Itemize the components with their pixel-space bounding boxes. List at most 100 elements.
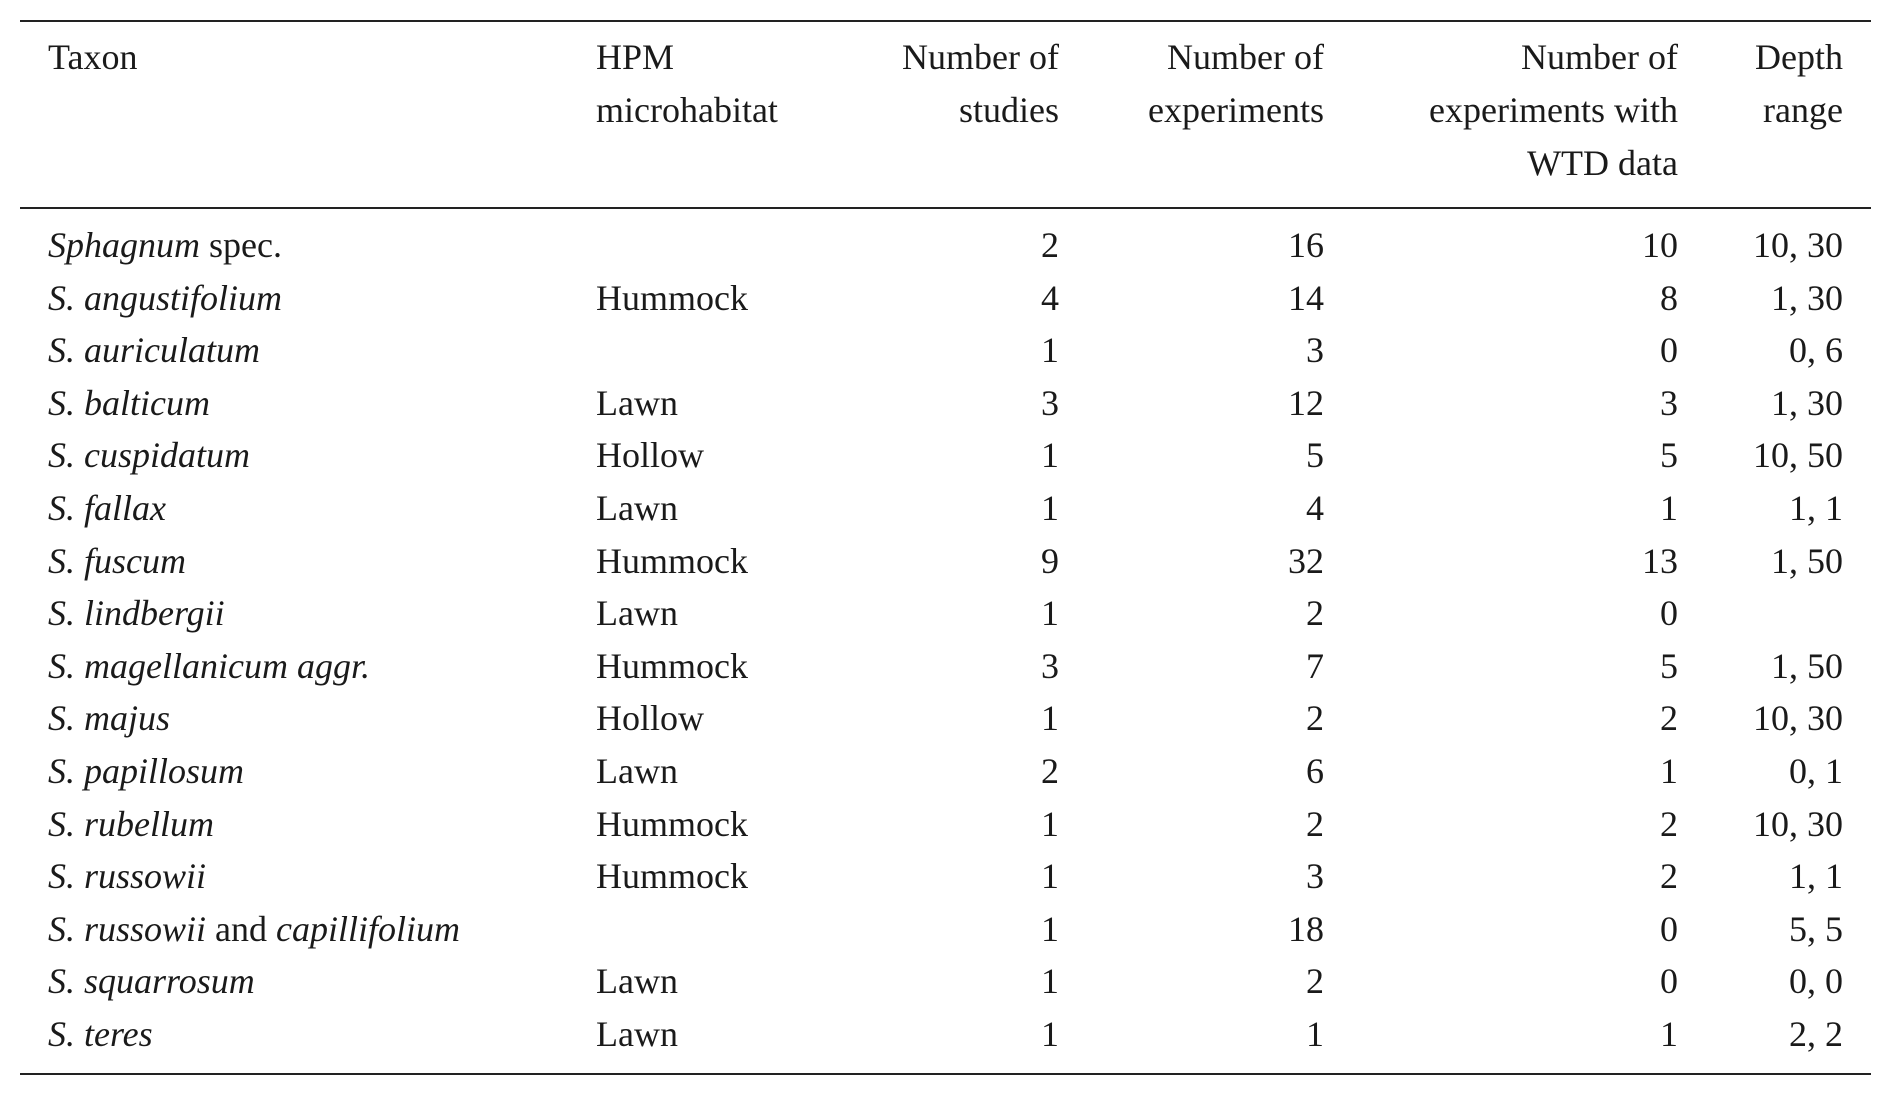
cell-depth: 1, 50 (1771, 645, 1843, 686)
cell-wtd: 2 (1660, 856, 1678, 897)
cell-depth: 0, 1 (1789, 751, 1843, 791)
cell-experiments: 4 (1306, 488, 1324, 528)
header-wtd: experiments with (1429, 90, 1678, 130)
taxon-segment: S. balticum (48, 382, 210, 423)
cell-taxon: S. magellanicum aggr. (48, 640, 370, 693)
cell-depth: 1, 1 (1789, 856, 1843, 897)
header-studies: studies (958, 90, 1059, 130)
cell-wtd: 0 (1660, 961, 1678, 1002)
cell-wtd: 13 (1642, 540, 1678, 581)
taxon-segment: S. fuscum (48, 540, 186, 581)
cell-taxon: S. lindbergii (48, 587, 225, 640)
header-experiments: experiments (1148, 90, 1324, 130)
cell-wtd: 3 (1660, 382, 1678, 423)
taxon-segment: S. papillosum (48, 751, 245, 791)
cell-taxon: S. squarrosum (48, 955, 255, 1008)
cell-experiments: 32 (1288, 540, 1324, 581)
cell-experiments: 14 (1288, 277, 1324, 318)
cell-taxon: S. teres (48, 1008, 153, 1061)
cell-studies: 1 (1041, 488, 1059, 528)
cell-hpm: Hollow (596, 435, 704, 476)
cell-experiments: 7 (1306, 645, 1324, 686)
cell-taxon: S. balticum (48, 377, 210, 430)
taxon-segment: S. rubellum (48, 803, 214, 844)
cell-taxon: S. russowii and capillifolium (48, 903, 460, 956)
cell-depth: 0, 0 (1789, 961, 1843, 1002)
cell-depth: 5, 5 (1789, 908, 1843, 949)
taxon-segment: S. magellanicum aggr. (48, 645, 370, 686)
cell-hpm: Lawn (596, 593, 678, 634)
cell-studies: 4 (1041, 277, 1059, 318)
cell-experiments: 1 (1306, 1014, 1324, 1054)
cell-depth: 0, 6 (1789, 330, 1843, 371)
cell-taxon: S. russowii (48, 850, 206, 903)
header-hpm: microhabitat (596, 90, 778, 130)
cell-wtd: 8 (1660, 277, 1678, 318)
taxon-segment: S. teres (48, 1014, 153, 1054)
cell-depth: 1, 30 (1771, 382, 1843, 423)
header-rule (20, 207, 1871, 209)
cell-experiments: 16 (1288, 225, 1324, 265)
cell-hpm: Hummock (596, 277, 748, 318)
cell-experiments: 2 (1306, 698, 1324, 739)
cell-hpm: Lawn (596, 1014, 678, 1054)
cell-depth: 10, 30 (1753, 698, 1843, 739)
cell-taxon: S. cuspidatum (48, 429, 250, 482)
header-depth: range (1763, 90, 1843, 130)
cell-studies: 3 (1041, 382, 1059, 423)
taxon-segment: S. majus (48, 698, 171, 739)
taxon-segment: and (206, 908, 277, 949)
cell-wtd: 10 (1642, 225, 1678, 265)
cell-experiments: 12 (1288, 382, 1324, 423)
cell-taxon: S. fallax (48, 482, 166, 535)
header-wtd: Number of (1521, 37, 1678, 77)
cell-taxon: Sphagnum spec. (48, 219, 282, 272)
cell-hpm: Lawn (596, 751, 678, 791)
cell-studies: 3 (1041, 645, 1059, 686)
cell-studies: 1 (1041, 593, 1059, 634)
cell-studies: 2 (1041, 225, 1059, 265)
cell-studies: 2 (1041, 751, 1059, 791)
cell-studies: 1 (1041, 330, 1059, 371)
cell-taxon: S. rubellum (48, 798, 214, 851)
taxon-segment: S. russowii (48, 856, 207, 897)
cell-hpm: Hummock (596, 856, 748, 897)
top-rule (20, 20, 1871, 22)
taxon-segment: Sphagnum (48, 225, 200, 265)
cell-studies: 1 (1041, 908, 1059, 949)
cell-experiments: 5 (1306, 435, 1324, 476)
taxon-segment: S. squarrosum (48, 961, 255, 1002)
taxon-segment: capillifolium (276, 908, 461, 949)
cell-hpm: Lawn (596, 961, 678, 1002)
cell-studies: 9 (1041, 540, 1059, 581)
cell-studies: 1 (1041, 698, 1059, 739)
cell-hpm: Lawn (596, 488, 678, 528)
cell-wtd: 2 (1660, 698, 1678, 739)
cell-depth: 10, 50 (1753, 435, 1843, 476)
cell-taxon: S. fuscum (48, 535, 186, 588)
cell-hpm: Hummock (596, 645, 748, 686)
taxon-segment: S. cuspidatum (48, 435, 250, 476)
cell-experiments: 6 (1306, 751, 1324, 791)
cell-depth: 10, 30 (1753, 803, 1843, 844)
cell-studies: 1 (1041, 856, 1059, 897)
header-hpm: HPM (596, 37, 675, 77)
cell-taxon: S. papillosum (48, 745, 244, 798)
cell-experiments: 2 (1306, 961, 1324, 1002)
cell-experiments: 3 (1306, 330, 1324, 371)
cell-experiments: 18 (1288, 908, 1324, 949)
bottom-rule (20, 1073, 1871, 1075)
cell-taxon: S. auriculatum (48, 324, 260, 377)
cell-wtd: 0 (1660, 330, 1678, 371)
cell-wtd: 0 (1660, 908, 1678, 949)
taxon-segment: S. fallax (48, 488, 166, 528)
cell-depth: 2, 2 (1789, 1014, 1843, 1054)
cell-depth: 1, 50 (1771, 540, 1843, 581)
cell-taxon: S. majus (48, 692, 170, 745)
cell-studies: 1 (1041, 435, 1059, 476)
cell-experiments: 2 (1306, 593, 1324, 634)
cell-taxon: S. angustifolium (48, 272, 282, 325)
cell-wtd: 5 (1660, 645, 1678, 686)
cell-experiments: 2 (1306, 803, 1324, 844)
cell-studies: 1 (1041, 961, 1059, 1002)
